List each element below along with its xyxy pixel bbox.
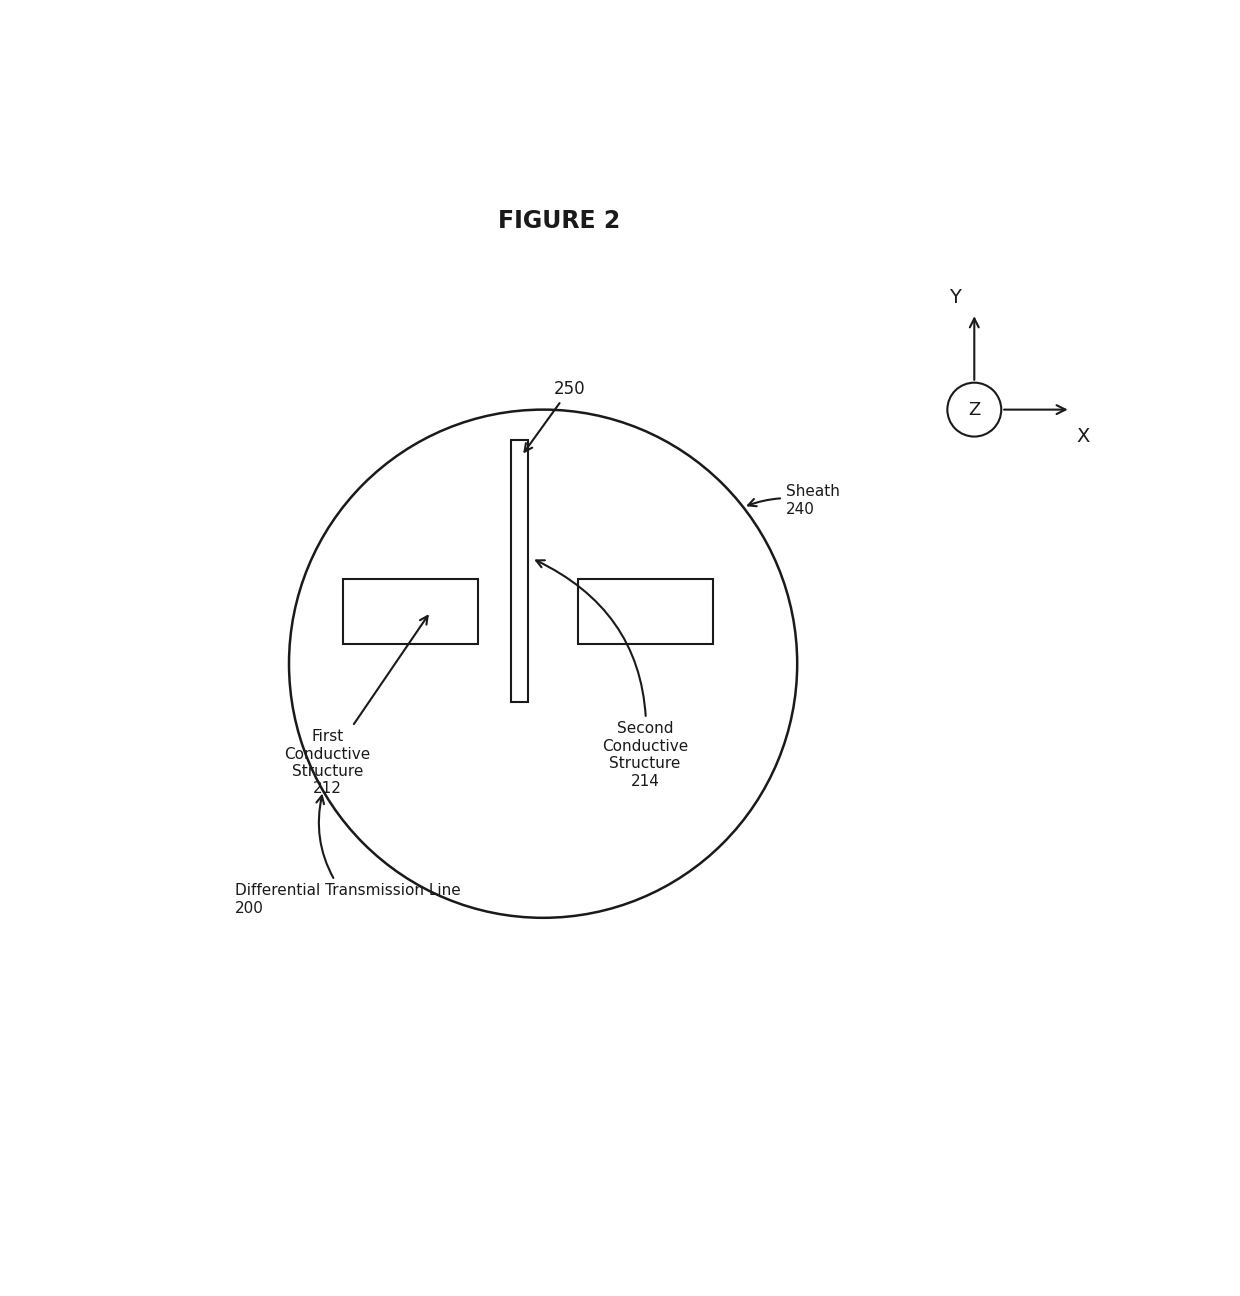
Bar [578,579,713,644]
Bar [343,579,477,644]
Text: Sheath
240: Sheath 240 [748,485,839,517]
Text: X: X [1076,426,1090,446]
Text: Differential Transmission Line
200: Differential Transmission Line 200 [236,796,461,915]
Bar [511,441,528,702]
Text: 250: 250 [525,380,585,452]
Text: Y: Y [949,288,961,307]
Text: Second
Conductive
Structure
214: Second Conductive Structure 214 [536,560,688,789]
Text: Z: Z [968,400,981,419]
Text: FIGURE 2: FIGURE 2 [498,209,620,233]
Text: First
Conductive
Structure
212: First Conductive Structure 212 [284,616,428,796]
